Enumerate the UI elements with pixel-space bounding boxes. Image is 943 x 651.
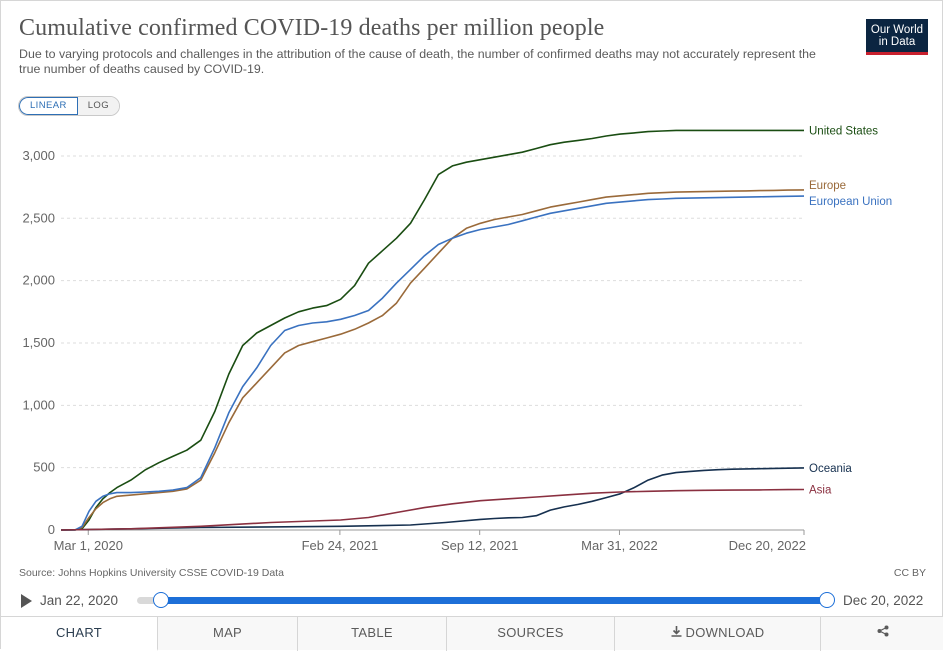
series-label-asia: Asia [809,484,832,496]
y-tick-label: 1,500 [22,335,55,350]
timeline: Jan 22, 2020 Dec 20, 2022 [1,587,943,615]
series-label-united-states: United States [809,125,878,137]
series-label-europe: Europe [809,180,846,192]
x-tick-label: Dec 20, 2022 [729,538,806,553]
tab-download[interactable]: DOWNLOAD [615,617,821,651]
timeline-start-label: Jan 22, 2020 [40,593,119,608]
series-line-asia [60,488,805,531]
tab-download-label: DOWNLOAD [685,625,765,640]
chart-title: Cumulative confirmed COVID-19 deaths per… [19,15,605,41]
owid-logo[interactable]: Our World in Data [866,19,928,55]
chart-subtitle: Due to varying protocols and challenges … [19,47,816,76]
y-tick-label: 2,500 [22,210,55,225]
timeline-range-fill [161,597,827,604]
y-tick-label: 2,000 [22,273,55,288]
tab-table[interactable]: TABLE [298,617,447,651]
timeline-end-label: Dec 20, 2022 [843,593,924,608]
y-tick-label: 3,000 [22,148,55,163]
series-line-united-states [61,129,804,531]
linear-scale-button[interactable]: LINEAR [19,97,78,115]
x-tick-label: Feb 24, 2021 [302,538,379,553]
series-line-oceania [60,467,805,531]
logo-line-2: in Data [878,36,916,48]
y-tick-label: 0 [48,522,55,537]
line-chart: 0 500 1,000 1,500 2,000 2,500 3,000 Mar 1, 2020… [22,125,892,553]
grid-layer [61,155,804,469]
tab-map[interactable]: MAP [158,617,298,651]
play-icon[interactable] [21,594,32,608]
tab-share[interactable] [821,617,943,651]
tab-map-label: MAP [212,625,243,640]
y-tick-label: 1,000 [22,397,55,412]
tab-sources-label: SOURCES [497,625,564,640]
tab-sources[interactable]: SOURCES [447,617,615,651]
timeline-start-handle[interactable] [153,592,169,608]
download-icon [671,617,682,649]
source-note: Source: Johns Hopkins University CSSE CO… [19,567,284,579]
logo-line-1: Our World [870,24,924,36]
label-layer: United States Europe European Union Oceania… [809,125,892,496]
tab-bar: CHART MAP TABLE SOURCES DOWNLOAD [1,616,943,651]
series-label-european-union: European Union [809,196,892,208]
series-label-oceania: Oceania [809,463,852,475]
tab-chart[interactable]: CHART [1,617,158,651]
license-link[interactable]: CC BY [893,567,926,579]
series-line-europe [61,189,805,531]
tab-chart-label: CHART [55,625,103,640]
tab-table-label: TABLE [351,625,393,640]
x-tick-label: Mar 31, 2022 [581,538,658,553]
x-tick-label: Mar 1, 2020 [54,538,123,553]
scale-toggle: LINEAR LOG [18,96,120,116]
timeline-end-handle[interactable] [819,592,835,608]
series-line-european-union [61,195,805,531]
share-icon [877,617,889,649]
series-layer [60,129,805,531]
axis-layer: 0 500 1,000 1,500 2,000 2,500 3,000 Mar 1, 2020… [22,148,806,553]
y-tick-label: 500 [33,460,55,475]
x-tick-label: Sep 12, 2021 [441,538,518,553]
log-scale-button[interactable]: LOG [77,97,119,115]
